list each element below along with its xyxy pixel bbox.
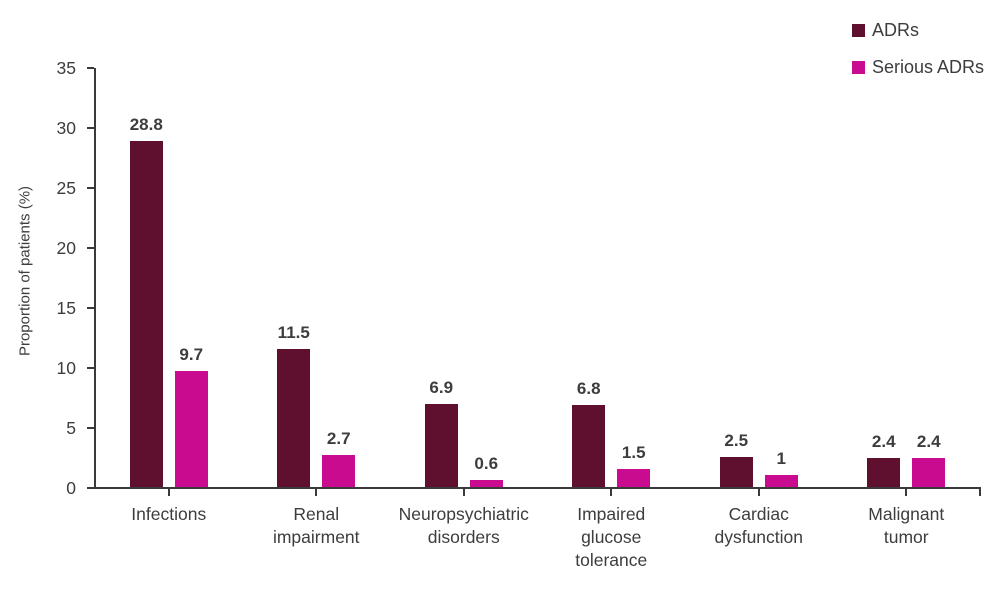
bar-adrs — [424, 404, 458, 487]
y-tick-label: 35 — [56, 58, 76, 78]
bar-serious-adrs — [469, 479, 503, 487]
y-axis-tick — [87, 247, 94, 249]
legend-label-serious-adrs: Serious ADRs — [872, 57, 985, 77]
y-axis-tick — [87, 367, 94, 369]
y-tick-label: 15 — [56, 298, 76, 318]
value-label-serious-adrs: 2.4 — [916, 432, 941, 452]
category-label: Infections — [131, 504, 207, 524]
category-label: Neuropsychiatric disorders — [398, 504, 529, 547]
y-tick-label: 0 — [66, 478, 76, 498]
value-label-adrs: 2.4 — [871, 432, 896, 452]
value-label-serious-adrs: 2.7 — [326, 428, 351, 448]
bar-serious-adrs — [322, 454, 356, 487]
x-axis-tick — [167, 489, 170, 496]
legend-swatch-adrs — [852, 23, 865, 37]
x-axis-tick — [757, 489, 760, 496]
y-tick-label: 10 — [56, 358, 76, 378]
y-axis-tick — [87, 487, 94, 489]
category-label: Malignant tumor — [868, 504, 945, 547]
x-axis-tick — [315, 489, 318, 496]
value-label-adrs: 11.5 — [277, 323, 310, 342]
legend-swatch-serious-adrs — [852, 60, 865, 74]
category-label: Impaired glucose tolerance — [575, 504, 648, 570]
y-tick-label: 5 — [66, 418, 76, 438]
bar-serious-adrs — [617, 469, 651, 487]
x-axis-line — [87, 487, 981, 489]
bar-serious-adrs — [174, 370, 208, 487]
value-label-adrs: 28.8 — [129, 115, 163, 135]
category-label: Renal impairment — [272, 504, 360, 547]
y-axis-tick — [87, 427, 94, 429]
y-axis-tick — [87, 307, 94, 309]
y-axis-tick — [87, 187, 94, 189]
legend-item-adrs: ADRs — [852, 20, 984, 40]
legend: ADRs Serious ADRs — [852, 20, 984, 77]
bar-adrs — [572, 405, 606, 487]
bar-adrs — [867, 458, 901, 487]
value-label-adrs: 6.8 — [576, 379, 601, 399]
value-label-adrs: 6.9 — [429, 378, 454, 398]
bar-serious-adrs — [764, 475, 798, 487]
y-tick-label: 30 — [56, 118, 76, 138]
value-label-serious-adrs: 9.7 — [179, 344, 204, 364]
value-label-adrs: 2.5 — [724, 431, 749, 450]
bar-adrs — [129, 141, 163, 487]
y-tick-label: 20 — [56, 238, 76, 258]
category-label: Cardiac dysfunction — [714, 504, 804, 547]
bar-adrs — [277, 349, 311, 487]
value-label-serious-adrs: 1 — [776, 449, 786, 468]
legend-item-serious-adrs: Serious ADRs — [852, 57, 984, 77]
y-tick-label: 25 — [56, 178, 76, 198]
y-axis-tick — [87, 127, 94, 129]
bar-serious-adrs — [912, 458, 946, 487]
x-axis-end-tick — [979, 489, 981, 496]
value-label-serious-adrs: 0.6 — [474, 453, 499, 473]
x-axis-tick — [462, 489, 465, 496]
value-label-serious-adrs: 1.5 — [621, 443, 646, 462]
y-axis-tick — [87, 67, 94, 69]
bar-adrs — [719, 457, 753, 487]
x-axis-tick — [905, 489, 908, 496]
legend-label-adrs: ADRs — [872, 20, 920, 40]
y-axis-title: Proportion of patients (%) — [16, 185, 34, 357]
x-axis-tick — [610, 489, 613, 496]
y-axis-line — [94, 68, 96, 489]
